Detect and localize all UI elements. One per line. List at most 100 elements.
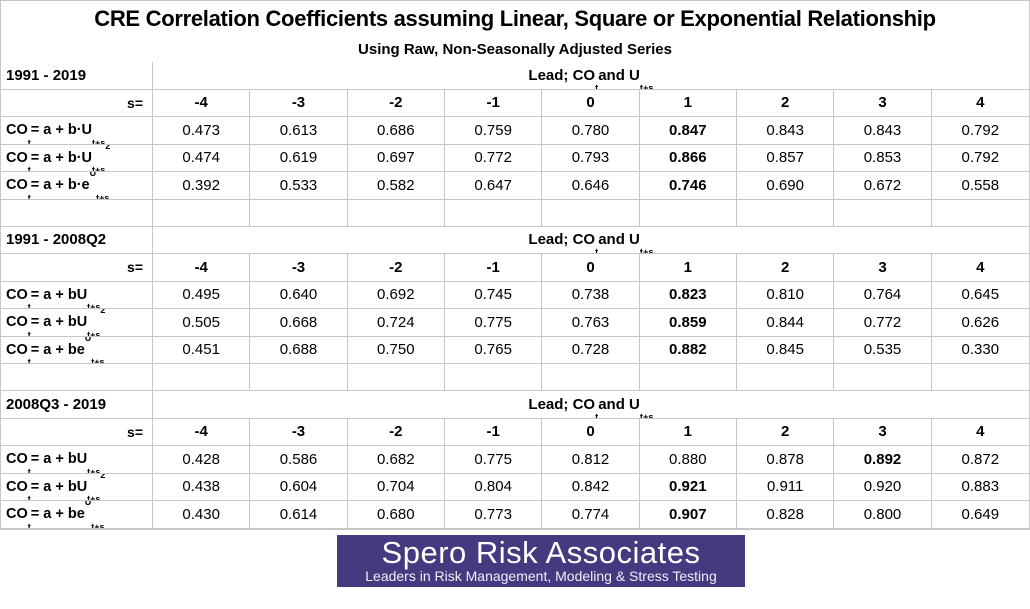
- correlation-value: 0.533: [250, 172, 348, 200]
- spero-risk-logo: Spero Risk Associates Leaders in Risk Ma…: [337, 534, 745, 587]
- correlation-value: 0.745: [445, 281, 543, 309]
- max-correlation-value: 0.823: [639, 281, 737, 309]
- spacer-cell: [1, 199, 153, 227]
- correlation-value: 0.682: [347, 446, 445, 474]
- correlation-value: 0.505: [153, 309, 251, 337]
- correlation-value: 0.697: [347, 144, 445, 172]
- max-correlation-value: 0.866: [639, 144, 737, 172]
- max-correlation-value: 0.921: [639, 473, 737, 501]
- spacer-cell: [639, 364, 737, 391]
- spacer-cell: [737, 364, 835, 391]
- spacer-cell: [542, 364, 640, 391]
- correlation-value: 0.765: [445, 336, 543, 364]
- correlation-value: 0.842: [542, 473, 640, 501]
- spacer-cell: [542, 199, 640, 227]
- spacer-cell: [737, 199, 835, 227]
- correlation-value: 0.330: [931, 337, 1029, 364]
- correlation-value: 0.688: [250, 336, 348, 364]
- correlation-value: 0.878: [737, 446, 835, 474]
- s-equals-label: s=: [1, 418, 153, 446]
- correlation-value: 0.872: [931, 446, 1029, 474]
- correlation-value: 0.728: [542, 336, 640, 364]
- correlation-value: 0.763: [542, 309, 640, 337]
- correlation-value: 0.640: [250, 281, 348, 309]
- correlation-value: 0.438: [153, 473, 251, 501]
- correlation-value: 0.558: [931, 172, 1029, 200]
- correlation-value: 0.793: [542, 144, 640, 172]
- column-header: 2: [737, 89, 835, 117]
- column-header: -1: [445, 254, 543, 282]
- column-header-row: s= -4 -3 -2 -1 0 1 2 3 4: [1, 89, 1029, 117]
- column-header: 4: [931, 419, 1029, 446]
- column-header: 4: [931, 254, 1029, 282]
- spacer-cell: [153, 364, 251, 391]
- column-header: 0: [542, 418, 640, 446]
- logo-company-name: Spero Risk Associates: [381, 534, 701, 570]
- correlation-value: 0.586: [250, 446, 348, 474]
- column-header: -4: [153, 89, 251, 117]
- correlation-value: 0.843: [737, 117, 835, 145]
- table-row: CO t = a + bU t+s 2 0.505 0.668 0.724 0.775 0.76…: [1, 309, 1029, 337]
- correlation-value: 0.774: [542, 501, 640, 529]
- spacer-cell: [347, 364, 445, 391]
- correlation-value: 0.495: [153, 281, 251, 309]
- correlation-value: 0.772: [445, 144, 543, 172]
- table-row: CO t = a + bU t+s 0.428 0.586 0.682 0.775 0.812…: [1, 446, 1029, 474]
- s-equals-label: s=: [1, 89, 153, 117]
- column-header: -3: [250, 254, 348, 282]
- spacer-cell: [445, 199, 543, 227]
- spacer-cell: [834, 364, 932, 391]
- correlation-value: 0.535: [834, 336, 932, 364]
- column-header: -4: [153, 418, 251, 446]
- spacer-cell: [639, 199, 737, 227]
- spacer-row: [1, 199, 1029, 227]
- correlation-value: 0.853: [834, 144, 932, 172]
- spacer-row: [1, 364, 1029, 391]
- correlation-value: 0.750: [347, 336, 445, 364]
- correlation-value: 0.686: [347, 117, 445, 145]
- page-subtitle: Using Raw, Non-Seasonally Adjusted Serie…: [358, 40, 672, 58]
- correlation-value: 0.812: [542, 446, 640, 474]
- correlation-value: 0.810: [737, 281, 835, 309]
- row-formula-label: CO t = a + bU t+s 2: [1, 309, 153, 337]
- column-header: -3: [250, 89, 348, 117]
- row-formula-label: CO t = a + b·U t+s: [1, 117, 153, 145]
- correlation-value: 0.800: [834, 501, 932, 529]
- section-period-label: 1991 - 2019: [1, 62, 153, 90]
- correlation-value: 0.704: [347, 473, 445, 501]
- correlation-value: 0.828: [737, 501, 835, 529]
- correlation-value: 0.911: [737, 473, 835, 501]
- correlation-value: 0.844: [737, 309, 835, 337]
- column-header-row: s= -4 -3 -2 -1 0 1 2 3 4: [1, 254, 1029, 282]
- correlation-value: 0.792: [931, 117, 1029, 145]
- correlation-value: 0.680: [347, 501, 445, 529]
- spacer-cell: [931, 200, 1029, 227]
- max-correlation-value: 0.907: [639, 501, 737, 529]
- correlation-value: 0.772: [834, 309, 932, 337]
- column-header: -3: [250, 418, 348, 446]
- correlation-value: 0.646: [542, 172, 640, 200]
- correlation-value: 0.619: [250, 144, 348, 172]
- column-header: -4: [153, 254, 251, 282]
- spacer-cell: [1, 364, 153, 391]
- correlation-value: 0.626: [931, 309, 1029, 337]
- spacer-cell: [250, 364, 348, 391]
- correlation-value: 0.843: [834, 117, 932, 145]
- title-block: CRE Correlation Coefficients assuming Li…: [1, 1, 1029, 62]
- footer: Spero Risk Associates Leaders in Risk Ma…: [0, 529, 1030, 609]
- column-header: -2: [347, 89, 445, 117]
- correlation-value: 0.604: [250, 473, 348, 501]
- max-correlation-value: 0.882: [639, 336, 737, 364]
- column-header: 0: [542, 89, 640, 117]
- correlation-value: 0.775: [445, 309, 543, 337]
- column-header: -2: [347, 254, 445, 282]
- column-header: 0: [542, 254, 640, 282]
